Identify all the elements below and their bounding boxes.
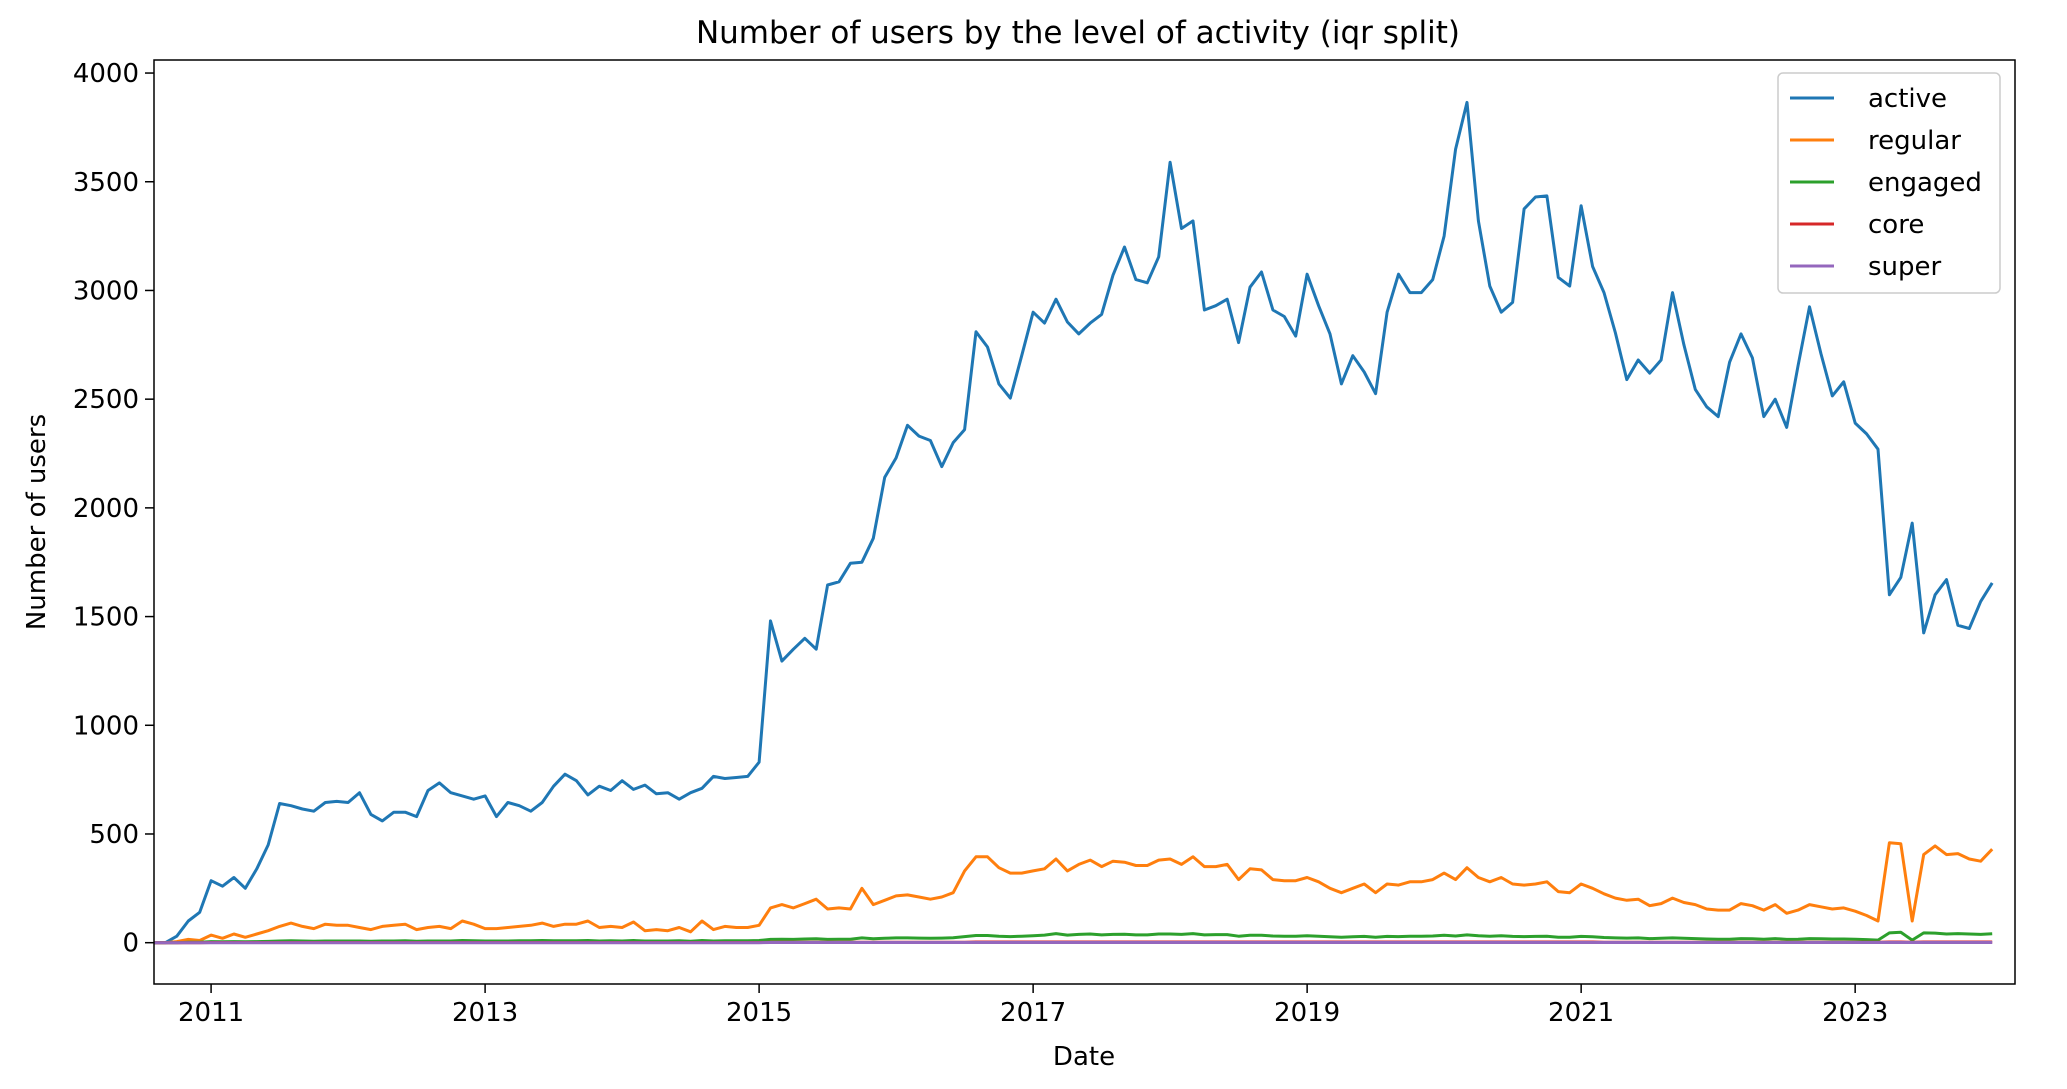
y-tick-label: 500 (89, 820, 139, 850)
y-tick-label: 1000 (73, 711, 139, 741)
x-tick-label: 2017 (1000, 998, 1066, 1028)
y-tick-label: 3000 (73, 276, 139, 306)
series-line-regular (154, 841, 1994, 945)
x-tick-label: 2011 (178, 998, 244, 1028)
legend-label-engaged: engaged (1868, 168, 1982, 198)
y-tick-label: 2500 (73, 385, 139, 415)
series-line-engaged (154, 930, 1993, 945)
y-tick-label: 3500 (73, 168, 139, 198)
x-tick-label: 2021 (1548, 998, 1614, 1028)
y-tick-label: 2000 (73, 494, 139, 524)
legend-label-super: super (1868, 252, 1942, 282)
legend-label-regular: regular (1868, 126, 1961, 156)
legend-label-core: core (1868, 210, 1924, 240)
y-axis: 0 500 1000 1500 2000 2500 3000 3500 4000 (73, 59, 154, 959)
series-lines (154, 100, 1994, 945)
plot-frame (153, 59, 2016, 985)
y-tick-label: 0 (122, 929, 139, 959)
legend-label-active: active (1868, 84, 1947, 114)
x-tick-label: 2023 (1822, 998, 1888, 1028)
x-tick-label: 2015 (726, 998, 792, 1028)
y-axis-title: Number of users (22, 414, 52, 630)
x-axis: 2011 2013 2015 2017 2019 2021 2023 (178, 984, 1888, 1028)
x-tick-label: 2013 (452, 998, 518, 1028)
x-tick-label: 2019 (1274, 998, 1340, 1028)
series-line-active (154, 100, 1994, 945)
y-tick-label: 4000 (73, 59, 139, 89)
x-axis-title: Date (1053, 1042, 1115, 1072)
y-tick-label: 1500 (73, 603, 139, 633)
chart-title: Number of users by the level of activity… (696, 15, 1460, 51)
legend: active regular engaged core super (1777, 72, 2001, 294)
legend-box (1777, 72, 2001, 294)
